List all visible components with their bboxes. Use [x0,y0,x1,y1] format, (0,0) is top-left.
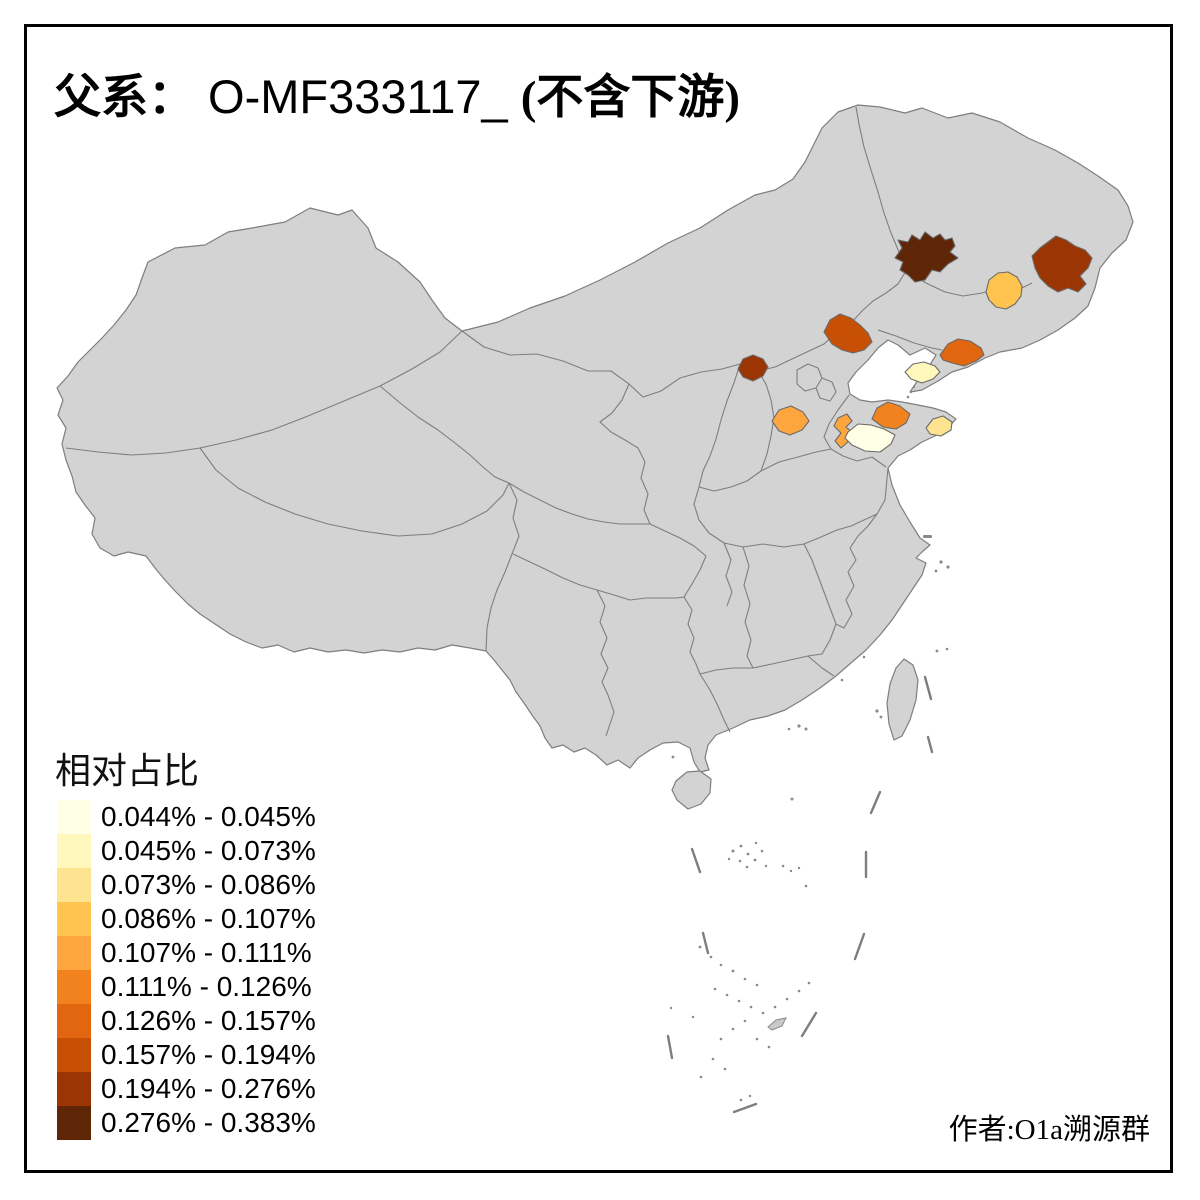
small-islands [669,385,950,1102]
map-region-liaoning-southeast [939,338,985,367]
legend-label: 0.045% - 0.073% [101,835,316,866]
legend-row: 0.045% - 0.073% [57,834,316,868]
legend-row: 0.111% - 0.126% [57,970,316,1004]
landmass-layer [56,104,1134,810]
map-region-shandong-east-tip [925,415,953,437]
mainland-china-shape [56,104,1134,773]
nine-dash-line [666,675,934,1114]
title-paternal-label: 父系： [54,72,195,124]
legend-row: 0.194% - 0.276% [57,1072,316,1106]
map-region-northeast-west [894,231,959,283]
legend-swatch [57,800,91,834]
legend-label: 0.126% - 0.157% [101,1005,316,1036]
legend-label: 0.111% - 0.126% [101,971,312,1002]
legend-label: 0.157% - 0.194% [101,1039,316,1070]
map-legend: 相对占比 0.044% - 0.045% 0.045% - 0.073% 0.0… [55,742,316,1140]
legend-row: 0.044% - 0.045% [57,800,316,834]
map-region-northeast-center [985,271,1023,310]
title-suffix: (不含下游) [520,72,740,124]
legend-title: 相对占比 [55,750,200,791]
legend-row: 0.073% - 0.086% [57,868,316,902]
hainan-island-shape [671,770,712,810]
legend-label: 0.107% - 0.111% [101,937,312,968]
legend-row: 0.276% - 0.383% [57,1106,316,1140]
legend-rows: 0.044% - 0.045% 0.045% - 0.073% 0.073% -… [57,800,316,1140]
map-region-northeast-east [1031,235,1093,293]
legend-swatch [57,1072,91,1106]
legend-swatch [57,868,91,902]
legend-label: 0.276% - 0.383% [101,1107,316,1138]
map-region-shandong-north [871,401,911,430]
legend-swatch [57,1106,91,1140]
legend-swatch [57,936,91,970]
legend-label: 0.044% - 0.045% [101,801,316,832]
legend-swatch [57,902,91,936]
colored-regions [737,231,1093,453]
map-region-shanxi-center [771,405,810,436]
province-borders [65,106,1033,737]
legend-label: 0.086% - 0.107% [101,903,316,934]
legend-swatch [57,970,91,1004]
map-region-hebei-northwest [737,354,769,382]
legend-row: 0.126% - 0.157% [57,1004,316,1038]
taiwan-island-shape [886,658,919,741]
legend-label: 0.194% - 0.276% [101,1073,316,1104]
legend-swatch [57,1038,91,1072]
legend-row: 0.107% - 0.111% [57,936,316,970]
map-region-shandong-south [844,423,896,453]
title-haplogroup: O-MF333117_ [195,70,521,123]
map-region-liaoning-south-peninsula [904,361,941,384]
map-region-inner-mongolia-southeast [823,313,873,354]
legend-label: 0.073% - 0.086% [101,869,316,900]
page-title: 父系： O-MF333117_ (不含下游) [54,58,740,127]
legend-row: 0.157% - 0.194% [57,1038,316,1072]
legend-row: 0.086% - 0.107% [57,902,316,936]
legend-swatch [57,834,91,868]
legend-swatch [57,1004,91,1038]
author-credit: 作者:O1a溯源群 [948,1114,1150,1146]
